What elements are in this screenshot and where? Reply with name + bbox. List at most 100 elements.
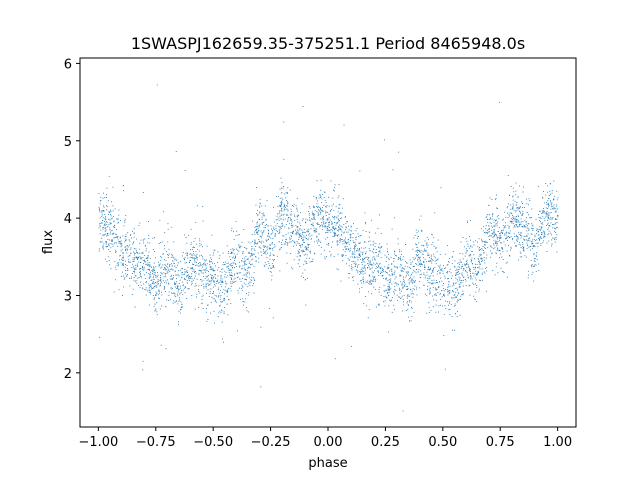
scatter-point [187,275,188,277]
scatter-point [391,228,393,230]
scatter-point [402,256,404,258]
scatter-point [162,280,164,282]
scatter-point [132,230,133,232]
scatter-point [309,217,310,219]
scatter-point [174,265,176,267]
scatter-point [145,271,147,273]
scatter-point [334,229,335,231]
scatter-point [446,289,448,291]
scatter-point [460,266,462,268]
scatter-point [557,214,559,216]
scatter-point [544,233,546,235]
scatter-point [493,225,495,227]
scatter-point [285,234,287,235]
scatter-point [286,200,287,201]
scatter-point [481,228,482,230]
scatter-point [265,253,267,255]
scatter-point [355,243,356,245]
scatter-point [137,277,139,279]
scatter-point [242,252,243,254]
scatter-point [427,255,429,256]
scatter-point [99,223,100,225]
scatter-point [232,282,234,283]
scatter-point [336,244,338,246]
scatter-point [372,264,374,266]
scatter-point [414,285,416,287]
scatter-point [303,263,305,265]
scatter-point [439,272,440,274]
scatter-point [417,256,419,258]
scatter-point [340,228,342,230]
scatter-point [371,267,373,269]
scatter-point [155,294,157,295]
scatter-point [360,247,362,249]
scatter-point [287,221,289,222]
scatter-point [507,175,509,176]
scatter-point [174,295,176,297]
scatter-point [112,186,114,188]
scatter-point [310,228,312,230]
scatter-point [214,300,216,302]
scatter-point [494,226,496,228]
scatter-point [368,281,370,282]
scatter-point [459,266,460,268]
scatter-point [445,308,447,309]
scatter-point [352,277,353,279]
scatter-point [244,279,246,280]
scatter-point [521,214,523,216]
scatter-point [514,236,516,237]
scatter-point [390,300,391,302]
scatter-point [267,225,269,227]
scatter-point [143,283,144,285]
scatter-point [535,218,537,220]
scatter-point [193,240,195,242]
scatter-point [345,241,346,243]
scatter-point [122,295,123,296]
scatter-point [401,282,403,284]
x-tick-label: 0.25 [371,435,400,450]
scatter-point [287,192,288,194]
scatter-point [354,257,356,258]
scatter-point [346,227,347,229]
scatter-point [452,251,454,252]
scatter-point [271,248,273,249]
scatter-point [440,270,442,271]
scatter-point [481,249,483,251]
scatter-point [113,220,115,222]
scatter-point [534,246,536,248]
scatter-point [210,281,212,283]
scatter-point [274,229,275,231]
scatter-point [148,285,150,286]
scatter-point [215,265,216,267]
scatter-point [295,234,297,235]
scatter-point [357,248,358,250]
scatter-point [223,297,225,299]
scatter-point [470,268,471,270]
scatter-point [298,230,300,232]
scatter-point [206,263,208,265]
scatter-point [142,267,143,268]
scatter-point [475,283,476,285]
scatter-point [290,253,292,254]
y-tick-label: 3 [64,289,72,304]
scatter-point [309,257,310,259]
scatter-point [439,281,440,283]
scatter-point [302,233,303,235]
scatter-point [519,221,521,223]
scatter-point [372,252,374,254]
scatter-point [493,248,494,250]
scatter-point [379,286,381,288]
scatter-point [119,255,121,257]
scatter-point [501,229,503,231]
scatter-point [297,226,299,228]
scatter-point [350,226,352,228]
scatter-point [359,274,361,275]
scatter-point [154,303,156,305]
scatter-point [448,261,450,263]
scatter-point [418,230,420,232]
scatter-point [367,258,368,260]
scatter-point [552,237,554,239]
scatter-point [322,219,324,221]
scatter-point [530,245,532,247]
scatter-point [257,234,259,235]
